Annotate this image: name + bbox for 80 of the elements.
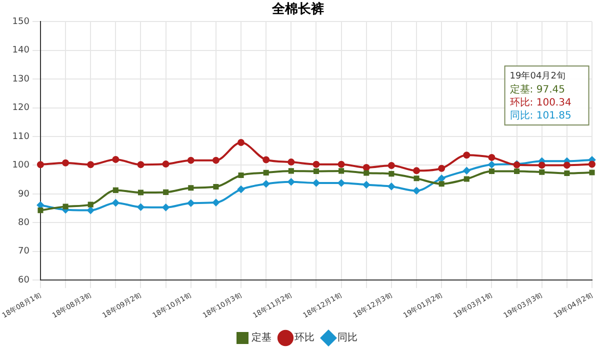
point xyxy=(488,161,496,168)
point xyxy=(388,162,395,169)
point xyxy=(288,158,295,166)
point xyxy=(38,208,44,214)
point xyxy=(438,174,446,182)
point xyxy=(364,170,370,176)
point xyxy=(464,176,470,182)
point xyxy=(463,167,470,174)
point xyxy=(312,180,320,187)
point xyxy=(338,168,344,174)
y-tick-label: 130 xyxy=(12,74,30,84)
point xyxy=(313,168,320,174)
y-tick-label: 100 xyxy=(12,160,30,171)
point xyxy=(163,189,169,195)
point xyxy=(463,152,470,159)
point xyxy=(488,154,496,161)
point xyxy=(338,180,345,187)
point xyxy=(88,202,94,208)
point xyxy=(263,170,269,176)
point xyxy=(262,180,270,188)
point xyxy=(438,164,446,172)
legend-label: 同比 xyxy=(338,332,358,344)
annotation: 定基: 97.45 xyxy=(510,84,565,96)
point xyxy=(438,181,444,187)
point xyxy=(589,170,595,176)
y-tick-label: 150 xyxy=(12,16,30,27)
point xyxy=(112,199,120,206)
point xyxy=(213,184,219,190)
point xyxy=(564,170,570,176)
point xyxy=(62,159,70,166)
chart-title: 全棉长裤 xyxy=(271,1,324,18)
y-tick-label: 110 xyxy=(12,132,30,142)
point xyxy=(539,169,545,175)
point xyxy=(162,160,170,168)
point xyxy=(36,161,44,168)
point xyxy=(87,161,94,168)
point xyxy=(538,162,546,169)
point xyxy=(563,162,570,169)
y-tick-label: 90 xyxy=(18,189,30,200)
point xyxy=(212,199,220,206)
annotation: 19年04月2旬 xyxy=(510,70,566,82)
point xyxy=(112,187,118,193)
point xyxy=(238,139,245,146)
point xyxy=(413,167,420,174)
point xyxy=(288,168,294,174)
y-tick-label: 70 xyxy=(18,246,30,257)
point xyxy=(362,164,370,172)
point xyxy=(262,156,270,164)
point xyxy=(162,204,170,211)
point xyxy=(488,168,494,174)
point xyxy=(388,171,394,177)
legend-label: 定基 xyxy=(252,332,272,344)
point xyxy=(413,187,420,194)
point xyxy=(414,176,420,182)
point xyxy=(187,156,194,164)
point xyxy=(514,168,520,174)
y-tick-label: 80 xyxy=(18,218,30,228)
annotation: 同比: 101.85 xyxy=(510,110,572,122)
point xyxy=(138,190,144,196)
point xyxy=(312,160,320,168)
point xyxy=(238,186,245,193)
point xyxy=(112,156,120,163)
point xyxy=(338,160,345,168)
legend-label: 环比 xyxy=(294,332,314,344)
point xyxy=(212,156,220,164)
point xyxy=(137,204,144,211)
y-tick-label: 140 xyxy=(12,46,30,56)
point xyxy=(87,206,94,214)
annotation: 环比: 100.34 xyxy=(510,96,572,109)
point xyxy=(238,172,244,178)
point xyxy=(388,182,395,190)
point xyxy=(188,185,194,191)
point xyxy=(288,178,295,186)
y-tick-label: 120 xyxy=(12,103,30,114)
point xyxy=(588,160,596,168)
point xyxy=(362,181,370,188)
point xyxy=(187,200,194,207)
point xyxy=(137,161,144,168)
point xyxy=(62,204,68,210)
y-tick-label: 60 xyxy=(18,275,30,286)
